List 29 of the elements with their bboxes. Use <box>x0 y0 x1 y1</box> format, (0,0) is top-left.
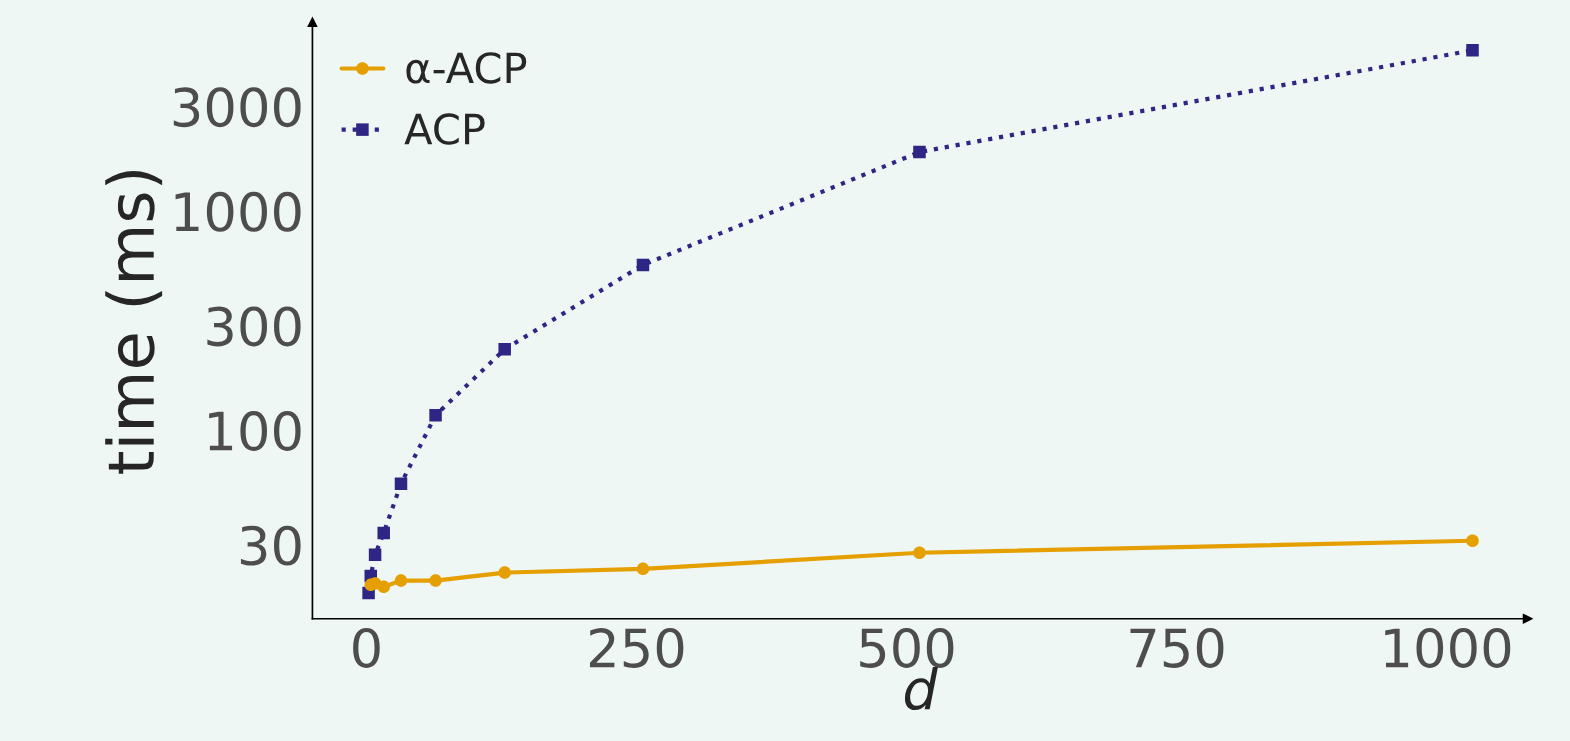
point <box>429 408 442 422</box>
point <box>636 562 650 576</box>
x-tick-label: 750 <box>1130 628 1224 668</box>
x-tick-label: 0 <box>353 628 380 668</box>
point <box>377 526 390 540</box>
y-tick-label: 300 <box>207 306 301 347</box>
point <box>429 574 442 587</box>
y-tick-label: 1000 <box>175 191 301 232</box>
legend-label: α-ACP <box>406 52 527 84</box>
y-tick-label: 30 <box>240 525 301 566</box>
x-tick-label: 500 <box>860 628 954 668</box>
point <box>368 548 382 562</box>
point <box>498 566 511 579</box>
point <box>394 574 408 587</box>
point <box>1466 534 1479 548</box>
point <box>913 145 926 159</box>
point <box>913 546 926 559</box>
legend-label: ACP <box>404 113 485 145</box>
y-tick-label: 100 <box>209 411 301 451</box>
point <box>394 477 408 490</box>
x-tick-label: 1000 <box>1385 628 1511 668</box>
point <box>636 258 650 272</box>
y-tick-label: 3000 <box>173 87 301 128</box>
point <box>498 342 511 356</box>
point <box>1466 43 1479 57</box>
point <box>377 580 390 594</box>
x-tick-label: 250 <box>589 628 684 668</box>
x-axis-title: d <box>904 667 938 711</box>
y-axis-title: time (ms) <box>105 170 163 474</box>
